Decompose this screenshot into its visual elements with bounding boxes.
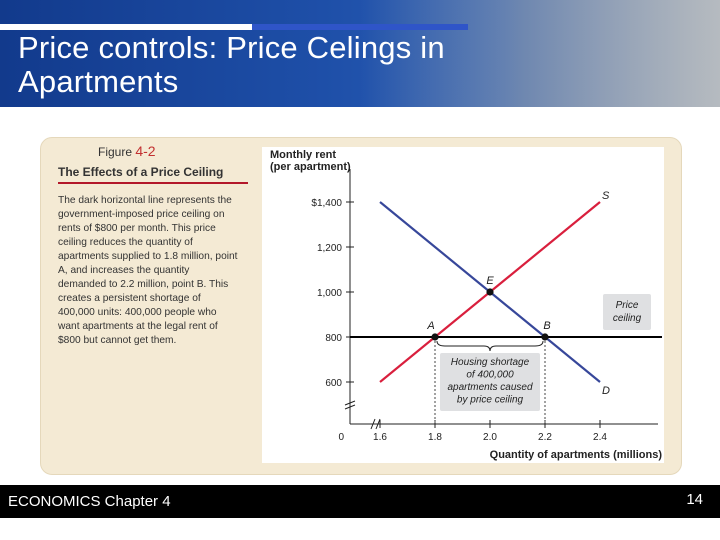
point-b-label: B (543, 320, 550, 332)
supply-label: S (602, 190, 610, 202)
x-axis-break-mark (370, 418, 381, 430)
y-axis-break-mark (344, 400, 356, 410)
header-accent-bar-white (0, 24, 252, 30)
origin-label: 0 (338, 432, 344, 443)
price-ceiling-chart: Monthly rent(per apartment) 600 800 1,000 1,… (270, 149, 663, 461)
x-tick-label: 1.6 (373, 432, 387, 443)
slide-header: Price controls: Price Celings in Apartme… (0, 0, 720, 107)
figure-number: 4-2 (135, 143, 156, 159)
shortage-label-line: of 400,000 (466, 370, 514, 381)
y-tick-label: $1,400 (311, 198, 342, 209)
price-ceiling-label-line: ceiling (613, 313, 642, 324)
shortage-label-line: Housing shortage (451, 357, 530, 368)
y-tick-label: 1,200 (317, 243, 342, 254)
y-tick-label: 800 (325, 333, 342, 344)
x-tick-label: 1.8 (428, 432, 442, 443)
x-tick-label: 2.0 (483, 432, 497, 443)
point-e-marker (486, 288, 494, 296)
y-axis-title-line: (per apartment) (270, 161, 351, 173)
demand-label: D (602, 385, 610, 397)
point-a-label: A (426, 320, 434, 332)
price-ceiling-label-box (603, 294, 651, 330)
point-e-label: E (486, 275, 494, 287)
figure-word: Figure (98, 145, 133, 159)
point-a-marker (431, 333, 439, 341)
x-axis-title: Quantity of apartments (millions) (490, 449, 663, 461)
price-ceiling-label-line: Price (616, 300, 639, 311)
shortage-label-line: by price ceiling (457, 395, 524, 406)
slide-title: Price controls: Price Celings in Apartme… (18, 31, 445, 99)
shortage-bracket (436, 340, 544, 352)
figure-title: The Effects of a Price Ceiling (58, 165, 248, 184)
header-accent-bar-blue (252, 24, 468, 30)
y-axis-title-line: Monthly rent (270, 149, 336, 161)
figure-caption: Figure 4-2 The Effects of a Price Ceilin… (58, 143, 248, 348)
x-tick-label: 2.2 (538, 432, 552, 443)
footer-label: ECONOMICS Chapter 4 (8, 493, 171, 510)
slide-title-line-1: Price controls: Price Celings in (18, 30, 445, 65)
slide-footer: ECONOMICS Chapter 4 14 (0, 485, 720, 518)
y-tick-label: 1,000 (317, 288, 342, 299)
x-tick-label: 2.4 (593, 432, 607, 443)
figure-description: The dark horizontal line represents the … (58, 195, 238, 346)
chart-panel: Monthly rent (per apartment) 600 800 1,000 1,… (262, 147, 664, 463)
header-background-photo (360, 0, 720, 107)
shortage-label-box (440, 353, 540, 411)
point-b-marker (541, 333, 549, 341)
page-number: 14 (686, 491, 703, 508)
shortage-label-line: apartments caused (447, 382, 532, 393)
y-tick-label: 600 (325, 378, 342, 389)
slide-title-line-2: Apartments (18, 64, 179, 99)
figure-label: Figure 4-2 (98, 143, 248, 159)
